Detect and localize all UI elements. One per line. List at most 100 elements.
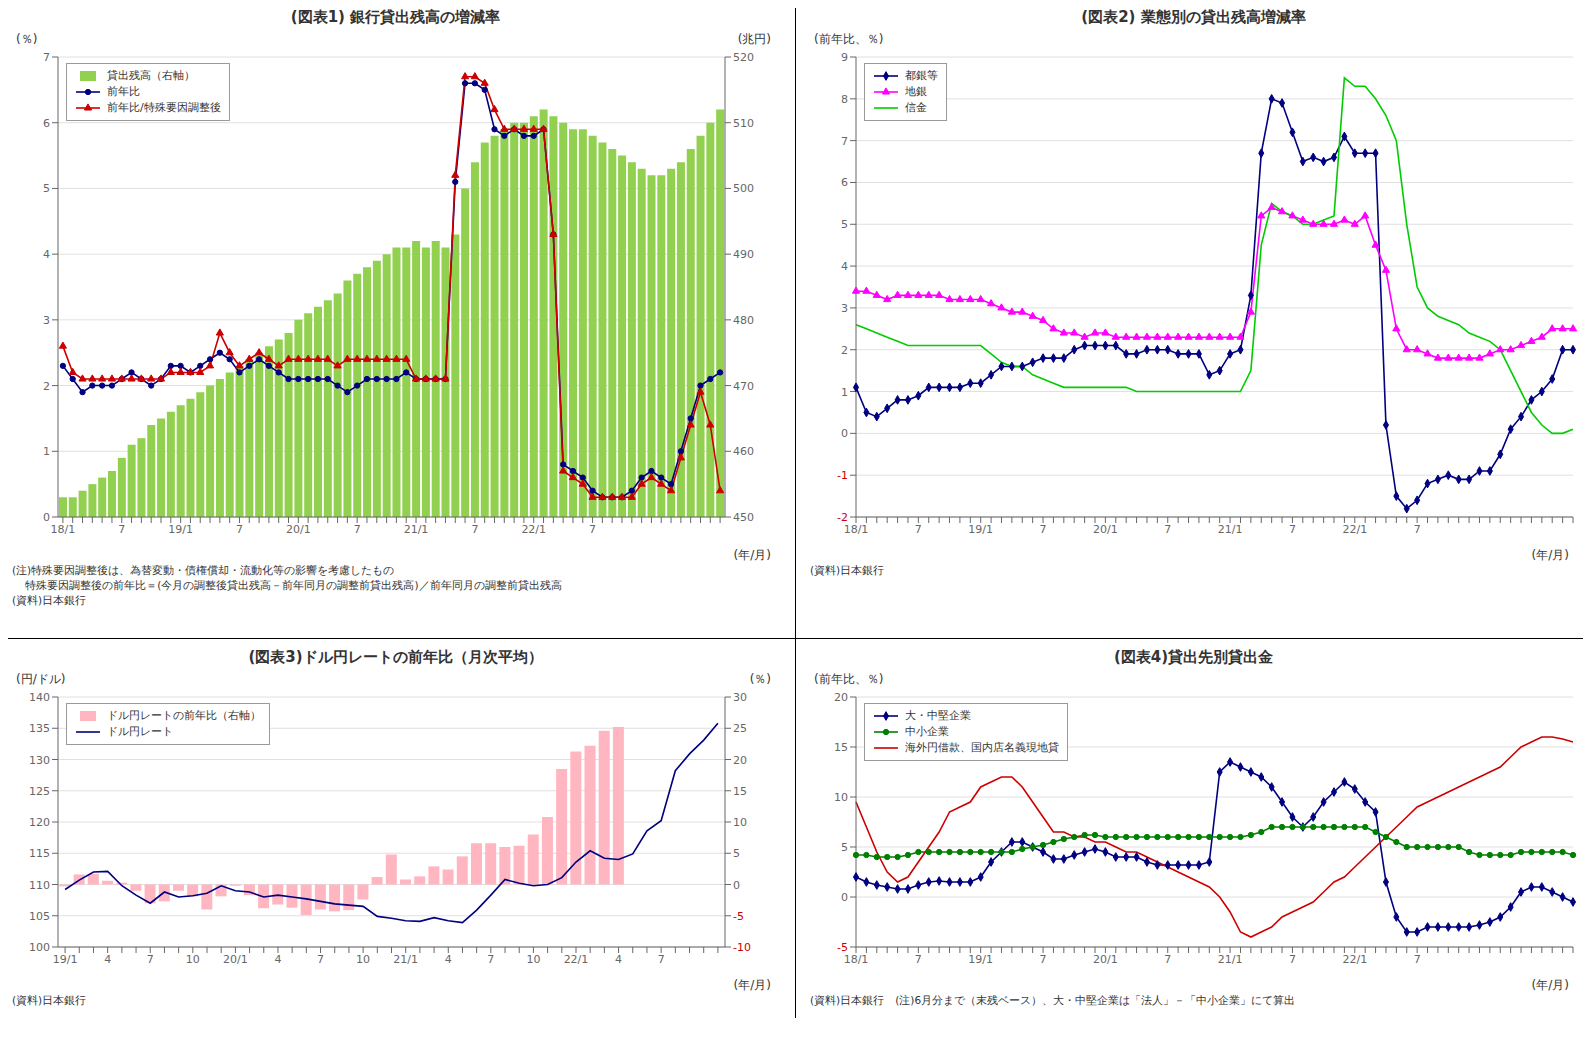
svg-text:22/1: 22/1: [564, 953, 589, 966]
svg-text:30: 30: [733, 691, 747, 704]
svg-text:-1: -1: [837, 469, 848, 482]
svg-text:25: 25: [733, 722, 747, 735]
svg-text:21/1: 21/1: [393, 953, 418, 966]
svg-text:10: 10: [834, 791, 848, 804]
svg-text:480: 480: [733, 314, 754, 327]
svg-text:15: 15: [733, 785, 747, 798]
svg-text:140: 140: [29, 691, 50, 704]
svg-text:0: 0: [43, 511, 50, 524]
svg-text:7: 7: [118, 523, 125, 536]
svg-text:10: 10: [356, 953, 370, 966]
svg-text:20/1: 20/1: [1093, 953, 1118, 966]
svg-text:120: 120: [29, 816, 50, 829]
svg-text:470: 470: [733, 380, 754, 393]
svg-text:18/1: 18/1: [844, 523, 869, 536]
svg-text:15: 15: [834, 741, 848, 754]
svg-text:7: 7: [354, 523, 361, 536]
svg-text:19/1: 19/1: [168, 523, 193, 536]
svg-text:110: 110: [29, 879, 50, 892]
svg-text:-2: -2: [837, 511, 848, 524]
svg-text:510: 510: [733, 117, 754, 130]
svg-text:4: 4: [445, 953, 452, 966]
svg-text:9: 9: [841, 51, 848, 64]
svg-text:7: 7: [1289, 953, 1296, 966]
svg-text:-10: -10: [733, 941, 751, 954]
svg-text:7: 7: [1040, 953, 1047, 966]
svg-text:18/1: 18/1: [51, 523, 76, 536]
svg-text:10: 10: [526, 953, 540, 966]
svg-text:115: 115: [29, 847, 50, 860]
svg-text:100: 100: [29, 941, 50, 954]
svg-text:20/1: 20/1: [286, 523, 311, 536]
svg-text:-5: -5: [837, 941, 848, 954]
svg-text:7: 7: [1040, 523, 1047, 536]
svg-text:2: 2: [841, 344, 848, 357]
svg-text:4: 4: [841, 260, 848, 273]
svg-text:19/1: 19/1: [968, 523, 993, 536]
svg-text:135: 135: [29, 722, 50, 735]
svg-text:7: 7: [317, 953, 324, 966]
svg-text:7: 7: [471, 523, 478, 536]
svg-text:7: 7: [1289, 523, 1296, 536]
svg-text:20/1: 20/1: [1093, 523, 1118, 536]
svg-text:0: 0: [841, 891, 848, 904]
svg-text:22/1: 22/1: [1342, 953, 1367, 966]
svg-text:460: 460: [733, 445, 754, 458]
svg-text:7: 7: [43, 51, 50, 64]
svg-text:22/1: 22/1: [521, 523, 546, 536]
svg-text:21/1: 21/1: [1218, 953, 1243, 966]
svg-text:21/1: 21/1: [1218, 523, 1243, 536]
svg-text:5: 5: [841, 218, 848, 231]
svg-text:8: 8: [841, 93, 848, 106]
svg-text:7: 7: [487, 953, 494, 966]
svg-text:4: 4: [615, 953, 622, 966]
svg-text:6: 6: [841, 176, 848, 189]
svg-text:20: 20: [834, 691, 848, 704]
svg-text:7: 7: [1164, 953, 1171, 966]
svg-text:19/1: 19/1: [53, 953, 78, 966]
svg-text:450: 450: [733, 511, 754, 524]
svg-text:7: 7: [236, 523, 243, 536]
svg-text:-5: -5: [733, 910, 744, 923]
svg-text:105: 105: [29, 910, 50, 923]
svg-text:7: 7: [589, 523, 596, 536]
svg-text:0: 0: [733, 879, 740, 892]
svg-text:130: 130: [29, 754, 50, 767]
svg-text:18/1: 18/1: [844, 953, 869, 966]
svg-text:3: 3: [841, 302, 848, 315]
svg-text:3: 3: [43, 314, 50, 327]
svg-text:1: 1: [841, 386, 848, 399]
svg-text:0: 0: [841, 427, 848, 440]
svg-text:490: 490: [733, 248, 754, 261]
svg-text:22/1: 22/1: [1342, 523, 1367, 536]
svg-text:500: 500: [733, 182, 754, 195]
svg-text:7: 7: [1164, 523, 1171, 536]
svg-text:2: 2: [43, 380, 50, 393]
svg-text:4: 4: [104, 953, 111, 966]
svg-text:7: 7: [915, 523, 922, 536]
svg-text:19/1: 19/1: [968, 953, 993, 966]
svg-text:21/1: 21/1: [404, 523, 429, 536]
svg-text:7: 7: [1414, 953, 1421, 966]
svg-text:125: 125: [29, 785, 50, 798]
svg-text:520: 520: [733, 51, 754, 64]
svg-text:7: 7: [915, 953, 922, 966]
svg-text:10: 10: [733, 816, 747, 829]
svg-text:1: 1: [43, 445, 50, 458]
html-text:(図表3)ドル円レートの前年比（月次平均）: (図表3)ドル円レートの前年比（月次平均）: [248, 648, 543, 666]
svg-text:20/1: 20/1: [223, 953, 248, 966]
svg-text:7: 7: [658, 953, 665, 966]
svg-text:10: 10: [186, 953, 200, 966]
svg-text:7: 7: [841, 135, 848, 148]
svg-text:5: 5: [733, 847, 740, 860]
svg-text:20: 20: [733, 754, 747, 767]
svg-text:4: 4: [43, 248, 50, 261]
html-text:(図表2) 業態別の貸出残高増減率: (図表2) 業態別の貸出残高増減率: [1081, 8, 1306, 26]
svg-text:5: 5: [841, 841, 848, 854]
html-text:(図表1) 銀行貸出残高の増減率: (図表1) 銀行貸出残高の増減率: [290, 8, 501, 26]
svg-text:7: 7: [1414, 523, 1421, 536]
svg-text:6: 6: [43, 117, 50, 130]
svg-text:5: 5: [43, 182, 50, 195]
svg-text:4: 4: [274, 953, 281, 966]
svg-text:7: 7: [147, 953, 154, 966]
